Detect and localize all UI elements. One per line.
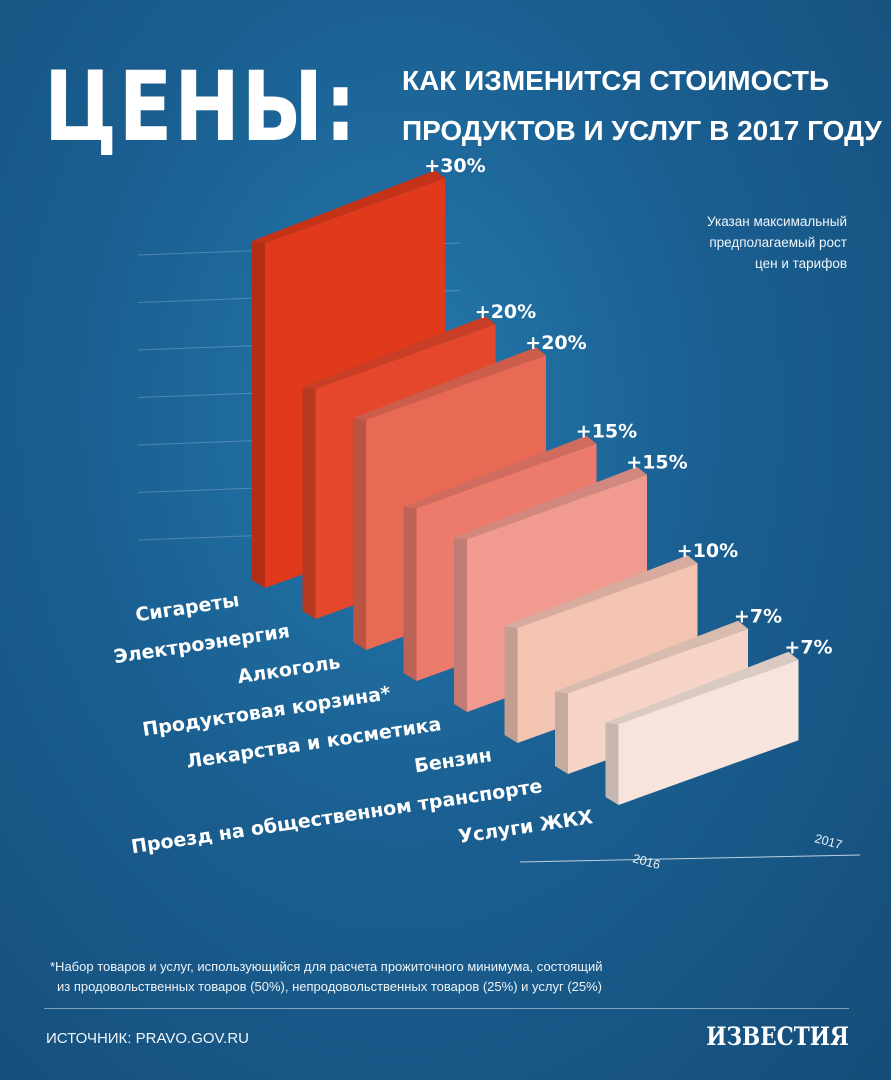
chart-note-line-3: цен и тарифов xyxy=(755,256,847,271)
chart-axis: 2016 2017 xyxy=(519,831,861,872)
bar-top-face xyxy=(302,316,496,389)
bar-top-face xyxy=(605,651,799,725)
bar-top-face xyxy=(353,347,546,420)
bar-top-face xyxy=(555,620,748,694)
bar-side-face xyxy=(252,241,265,588)
bar-top-face xyxy=(454,466,647,540)
page-subtitle-line-1: КАК ИЗМЕНИТСЯ СТОИМОСТЬ xyxy=(402,65,830,96)
bar-side-face xyxy=(605,722,619,805)
price-growth-chart: 2016 2017 СигаретыЭлектроэнергияАлкоголь… xyxy=(112,155,861,873)
bar-side-face xyxy=(353,418,366,650)
category-label-8: Услуги ЖКХ xyxy=(457,806,595,848)
bar-side-face xyxy=(454,537,467,712)
chart-value-labels: +30% +20% +20% +15% +15% +10% +7%+7% xyxy=(424,155,832,659)
bar-side-face xyxy=(555,691,568,774)
source-text: ИСТОЧНИК: PRAVO.GOV.RU xyxy=(46,1030,249,1047)
footnote: *Набор товаров и услуг, использующийся д… xyxy=(50,957,602,997)
izvestia-logo: ИЗВЕСТИЯ xyxy=(706,1022,849,1051)
chart-bars xyxy=(252,170,799,805)
bar-top-face xyxy=(504,555,698,628)
page-title: ЦЕНЫ: xyxy=(44,51,358,163)
bar-front-face xyxy=(618,659,799,805)
bar-side-face xyxy=(403,506,417,681)
value-label-7: +7% xyxy=(734,606,782,628)
value-label-3: +20% xyxy=(525,332,586,354)
value-label-5: +15% xyxy=(626,452,687,474)
chart-note: Указан максимальный предполагаемый рост … xyxy=(627,211,847,274)
footnote-line-2: из продовольственных товаров (50%), непр… xyxy=(57,979,602,994)
bar-side-face xyxy=(504,626,518,743)
value-label-2: +20% xyxy=(475,301,536,323)
category-label-2: Электроэнергия xyxy=(112,620,291,668)
axis-label-2017: 2017 xyxy=(813,831,844,852)
value-label-6: +10% xyxy=(677,540,738,562)
footer-divider xyxy=(44,1008,849,1009)
bar-side-face xyxy=(302,387,316,619)
category-label-7: Проезд на общественном транспорте xyxy=(130,775,544,858)
category-label-3: Алкоголь xyxy=(236,651,342,688)
value-label-4: +15% xyxy=(576,421,637,443)
footnote-line-1: *Набор товаров и услуг, использующийся д… xyxy=(50,959,603,974)
category-label-6: Бензин xyxy=(413,744,493,777)
page-subtitle-line-2: ПРОДУКТОВ И УСЛУГ В 2017 ГОДУ xyxy=(402,115,882,146)
category-label-1: Сигареты xyxy=(134,589,241,626)
value-label-8: +7% xyxy=(784,637,832,659)
chart-note-line-1: Указан максимальный xyxy=(707,214,847,229)
value-label-1: +30% xyxy=(424,155,485,177)
chart-note-line-2: предполагаемый рост xyxy=(709,235,847,250)
time-axis-line xyxy=(519,854,861,863)
axis-label-2016: 2016 xyxy=(631,851,662,872)
bar-top-face xyxy=(403,435,597,509)
bar-top-face xyxy=(252,170,445,243)
bar-8 xyxy=(605,651,799,805)
